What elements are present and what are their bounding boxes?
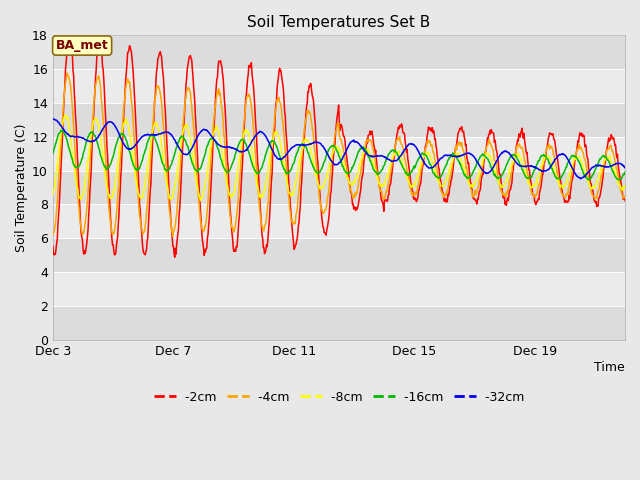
Bar xyxy=(53,69,625,103)
Text: BA_met: BA_met xyxy=(56,39,109,52)
Bar xyxy=(53,306,625,340)
Bar xyxy=(53,238,625,272)
Bar xyxy=(53,272,625,306)
Bar xyxy=(53,36,625,69)
Bar xyxy=(53,137,625,170)
Text: Time: Time xyxy=(595,361,625,374)
Title: Soil Temperatures Set B: Soil Temperatures Set B xyxy=(247,15,431,30)
Bar xyxy=(53,103,625,137)
Bar xyxy=(53,170,625,204)
Y-axis label: Soil Temperature (C): Soil Temperature (C) xyxy=(15,123,28,252)
Bar xyxy=(53,204,625,238)
Legend:  -2cm,  -4cm,  -8cm,  -16cm,  -32cm: -2cm, -4cm, -8cm, -16cm, -32cm xyxy=(148,385,529,408)
